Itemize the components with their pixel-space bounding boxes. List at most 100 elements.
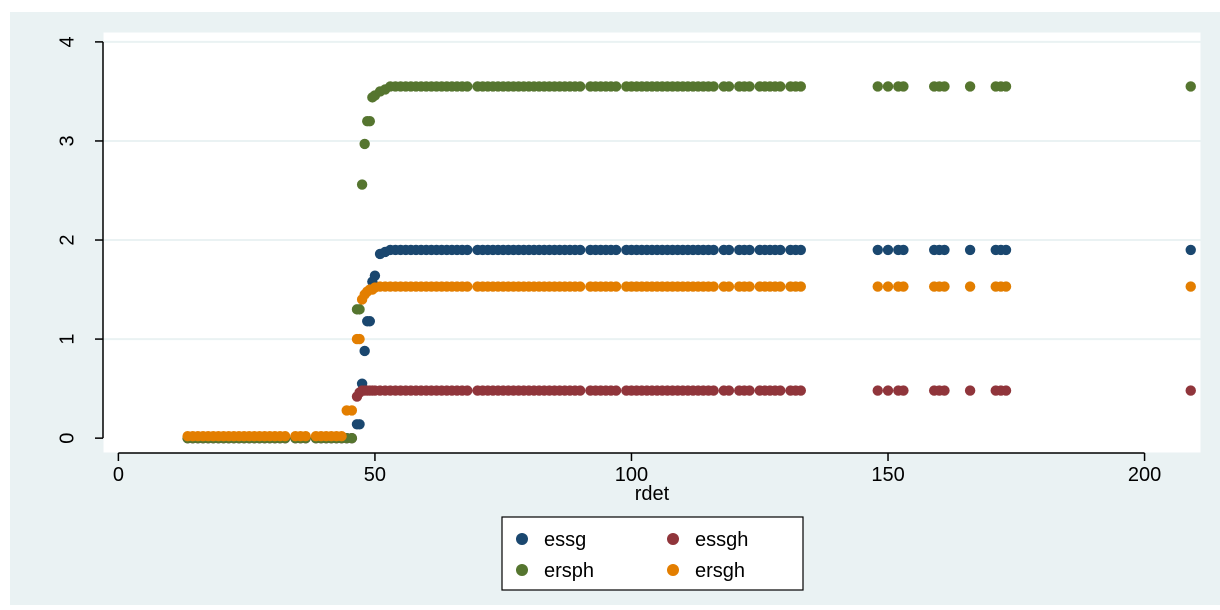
legend-label-ersgh: ersgh bbox=[695, 560, 745, 582]
point-essg bbox=[882, 244, 894, 256]
legend-label-essg: essg bbox=[544, 529, 586, 551]
point-essgh bbox=[898, 385, 909, 396]
point-essg bbox=[1185, 244, 1196, 256]
point-ersgh bbox=[1000, 281, 1012, 292]
point-essgh bbox=[795, 385, 806, 396]
point-ersph bbox=[359, 138, 370, 150]
legend-marker-ersgh bbox=[667, 564, 679, 576]
point-ersph bbox=[1185, 81, 1196, 92]
point-essg bbox=[708, 244, 719, 256]
y-tick-label-1: 1 bbox=[56, 334, 78, 345]
point-ersgh bbox=[574, 281, 586, 292]
point-ersgh bbox=[939, 281, 950, 292]
point-essgh bbox=[462, 385, 473, 396]
x-tick-label-200: 200 bbox=[1128, 464, 1161, 486]
point-ersph bbox=[872, 81, 883, 92]
point-ersgh bbox=[708, 281, 719, 292]
x-tick-label-100: 100 bbox=[615, 464, 648, 486]
point-essgh bbox=[574, 385, 586, 396]
point-ersgh bbox=[872, 281, 883, 292]
point-ersgh bbox=[882, 281, 894, 292]
point-ersph bbox=[708, 81, 719, 92]
point-essg bbox=[574, 244, 586, 256]
point-essgh bbox=[744, 385, 755, 396]
axes: 0 1 2 3 4 0 50 100 150 200 bbox=[56, 36, 1161, 486]
point-ersgh bbox=[775, 281, 786, 292]
point-essg bbox=[744, 244, 755, 256]
point-essg bbox=[775, 244, 786, 256]
point-ersph bbox=[882, 81, 894, 92]
point-ersph bbox=[574, 81, 586, 92]
point-essg bbox=[939, 244, 950, 256]
y-tick-label-3: 3 bbox=[56, 135, 78, 146]
point-ersgh bbox=[610, 281, 622, 292]
point-essg bbox=[795, 244, 806, 256]
point-ersgh bbox=[336, 430, 347, 442]
legend-box bbox=[501, 516, 804, 591]
legend-marker-ersph bbox=[516, 564, 528, 576]
point-essgh bbox=[872, 385, 883, 396]
x-axis-title: rdet bbox=[635, 483, 670, 505]
point-ersph bbox=[795, 81, 806, 92]
point-essg bbox=[872, 244, 883, 256]
point-ersgh bbox=[964, 281, 976, 292]
point-ersgh bbox=[744, 281, 755, 292]
point-essgh bbox=[610, 385, 622, 396]
legend-marker-essgh bbox=[667, 533, 679, 545]
point-ersph bbox=[775, 81, 786, 92]
point-ersgh bbox=[795, 281, 806, 292]
point-essgh bbox=[708, 385, 719, 396]
point-essg bbox=[610, 244, 622, 256]
legend-label-ersph: ersph bbox=[544, 560, 594, 582]
point-ersph bbox=[346, 432, 358, 444]
point-ersph bbox=[1000, 81, 1012, 92]
point-essgh bbox=[723, 385, 735, 396]
point-ersgh bbox=[300, 430, 311, 442]
point-ersph bbox=[354, 304, 365, 315]
point-ersph bbox=[723, 81, 735, 92]
point-ersgh bbox=[898, 281, 909, 292]
point-ersph bbox=[939, 81, 950, 92]
point-ersph bbox=[744, 81, 755, 92]
y-tick-label-4: 4 bbox=[56, 36, 78, 47]
point-ersph bbox=[462, 81, 473, 92]
point-ersgh bbox=[1185, 281, 1196, 292]
data-points bbox=[182, 81, 1196, 444]
point-essg bbox=[898, 244, 909, 256]
x-tick-label-50: 50 bbox=[364, 464, 386, 486]
point-ersph bbox=[964, 81, 976, 92]
x-tick-label-0: 0 bbox=[113, 464, 124, 486]
point-essg bbox=[364, 316, 376, 327]
point-essgh bbox=[964, 385, 976, 396]
y-tick-label-2: 2 bbox=[56, 234, 78, 245]
point-essgh bbox=[1000, 385, 1012, 396]
y-tick-label-0: 0 bbox=[56, 433, 78, 444]
point-ersgh bbox=[723, 281, 735, 292]
point-essgh bbox=[775, 385, 786, 396]
point-ersph bbox=[356, 179, 368, 190]
point-essg bbox=[354, 419, 365, 430]
x-tick-label-150: 150 bbox=[871, 464, 904, 486]
legend-label-essgh: essgh bbox=[695, 529, 748, 551]
plot-area bbox=[102, 31, 1202, 454]
point-essg bbox=[359, 345, 370, 357]
point-essgh bbox=[1185, 385, 1196, 396]
point-essg bbox=[462, 244, 473, 256]
point-essg bbox=[964, 244, 976, 256]
point-ersgh bbox=[346, 405, 358, 416]
point-essgh bbox=[882, 385, 894, 396]
legend-marker-essg bbox=[516, 533, 528, 545]
series-ersgh bbox=[182, 281, 1196, 442]
point-ersph bbox=[364, 115, 376, 127]
point-essg bbox=[369, 270, 381, 281]
point-essgh bbox=[939, 385, 950, 396]
point-essg bbox=[1000, 244, 1012, 256]
point-ersgh bbox=[354, 333, 365, 345]
point-ersgh bbox=[462, 281, 473, 292]
legend: essg essgh ersph ersgh bbox=[501, 516, 804, 591]
point-essg bbox=[723, 244, 735, 256]
point-ersgh bbox=[279, 430, 291, 442]
grid-lines bbox=[103, 40, 1201, 341]
